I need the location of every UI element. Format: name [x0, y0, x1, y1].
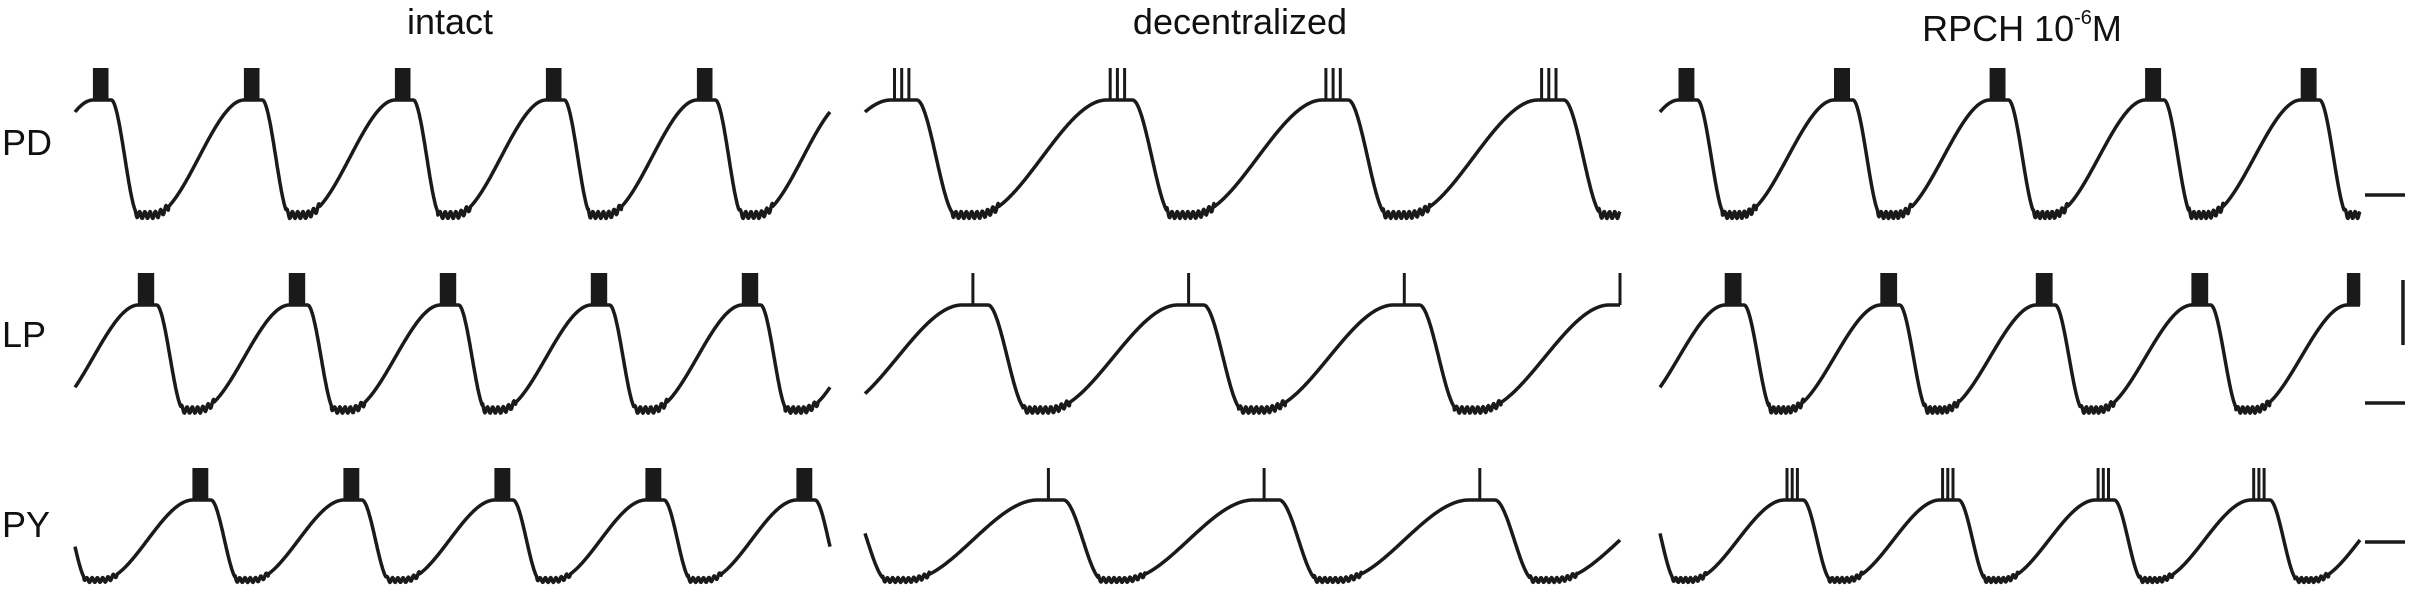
column-title-rpch: RPCH 10-6M	[1922, 7, 2122, 49]
row-label-lp: LP	[2, 314, 47, 355]
trace-rpch-py	[1658, 468, 2362, 585]
trace-line-intact-lp	[73, 303, 832, 415]
trace-line-rpch-pd	[1658, 98, 2362, 221]
trace-decentralized-pd	[863, 68, 1622, 221]
column-title-intact: intact	[406, 1, 494, 42]
trace-line-intact-pd	[73, 98, 832, 221]
column-title-decentralized: decentralized	[1132, 1, 1348, 42]
trace-decentralized-py	[863, 468, 1622, 585]
trace-line-rpch-py	[1658, 498, 2362, 585]
trace-decentralized-lp	[863, 273, 1622, 415]
trace-line-decentralized-pd	[863, 98, 1622, 221]
trace-intact-py	[73, 468, 832, 585]
trace-line-decentralized-py	[863, 498, 1622, 585]
trace-line-intact-py	[73, 498, 832, 585]
trace-intact-lp	[73, 273, 832, 415]
trace-rpch-lp	[1658, 273, 2362, 415]
trace-line-rpch-lp	[1658, 303, 2362, 415]
trace-line-decentralized-lp	[863, 303, 1622, 415]
row-label-pd: PD	[2, 122, 53, 163]
trace-intact-pd	[73, 68, 832, 221]
row-label-py: PY	[2, 504, 51, 545]
trace-rpch-pd	[1658, 68, 2362, 221]
